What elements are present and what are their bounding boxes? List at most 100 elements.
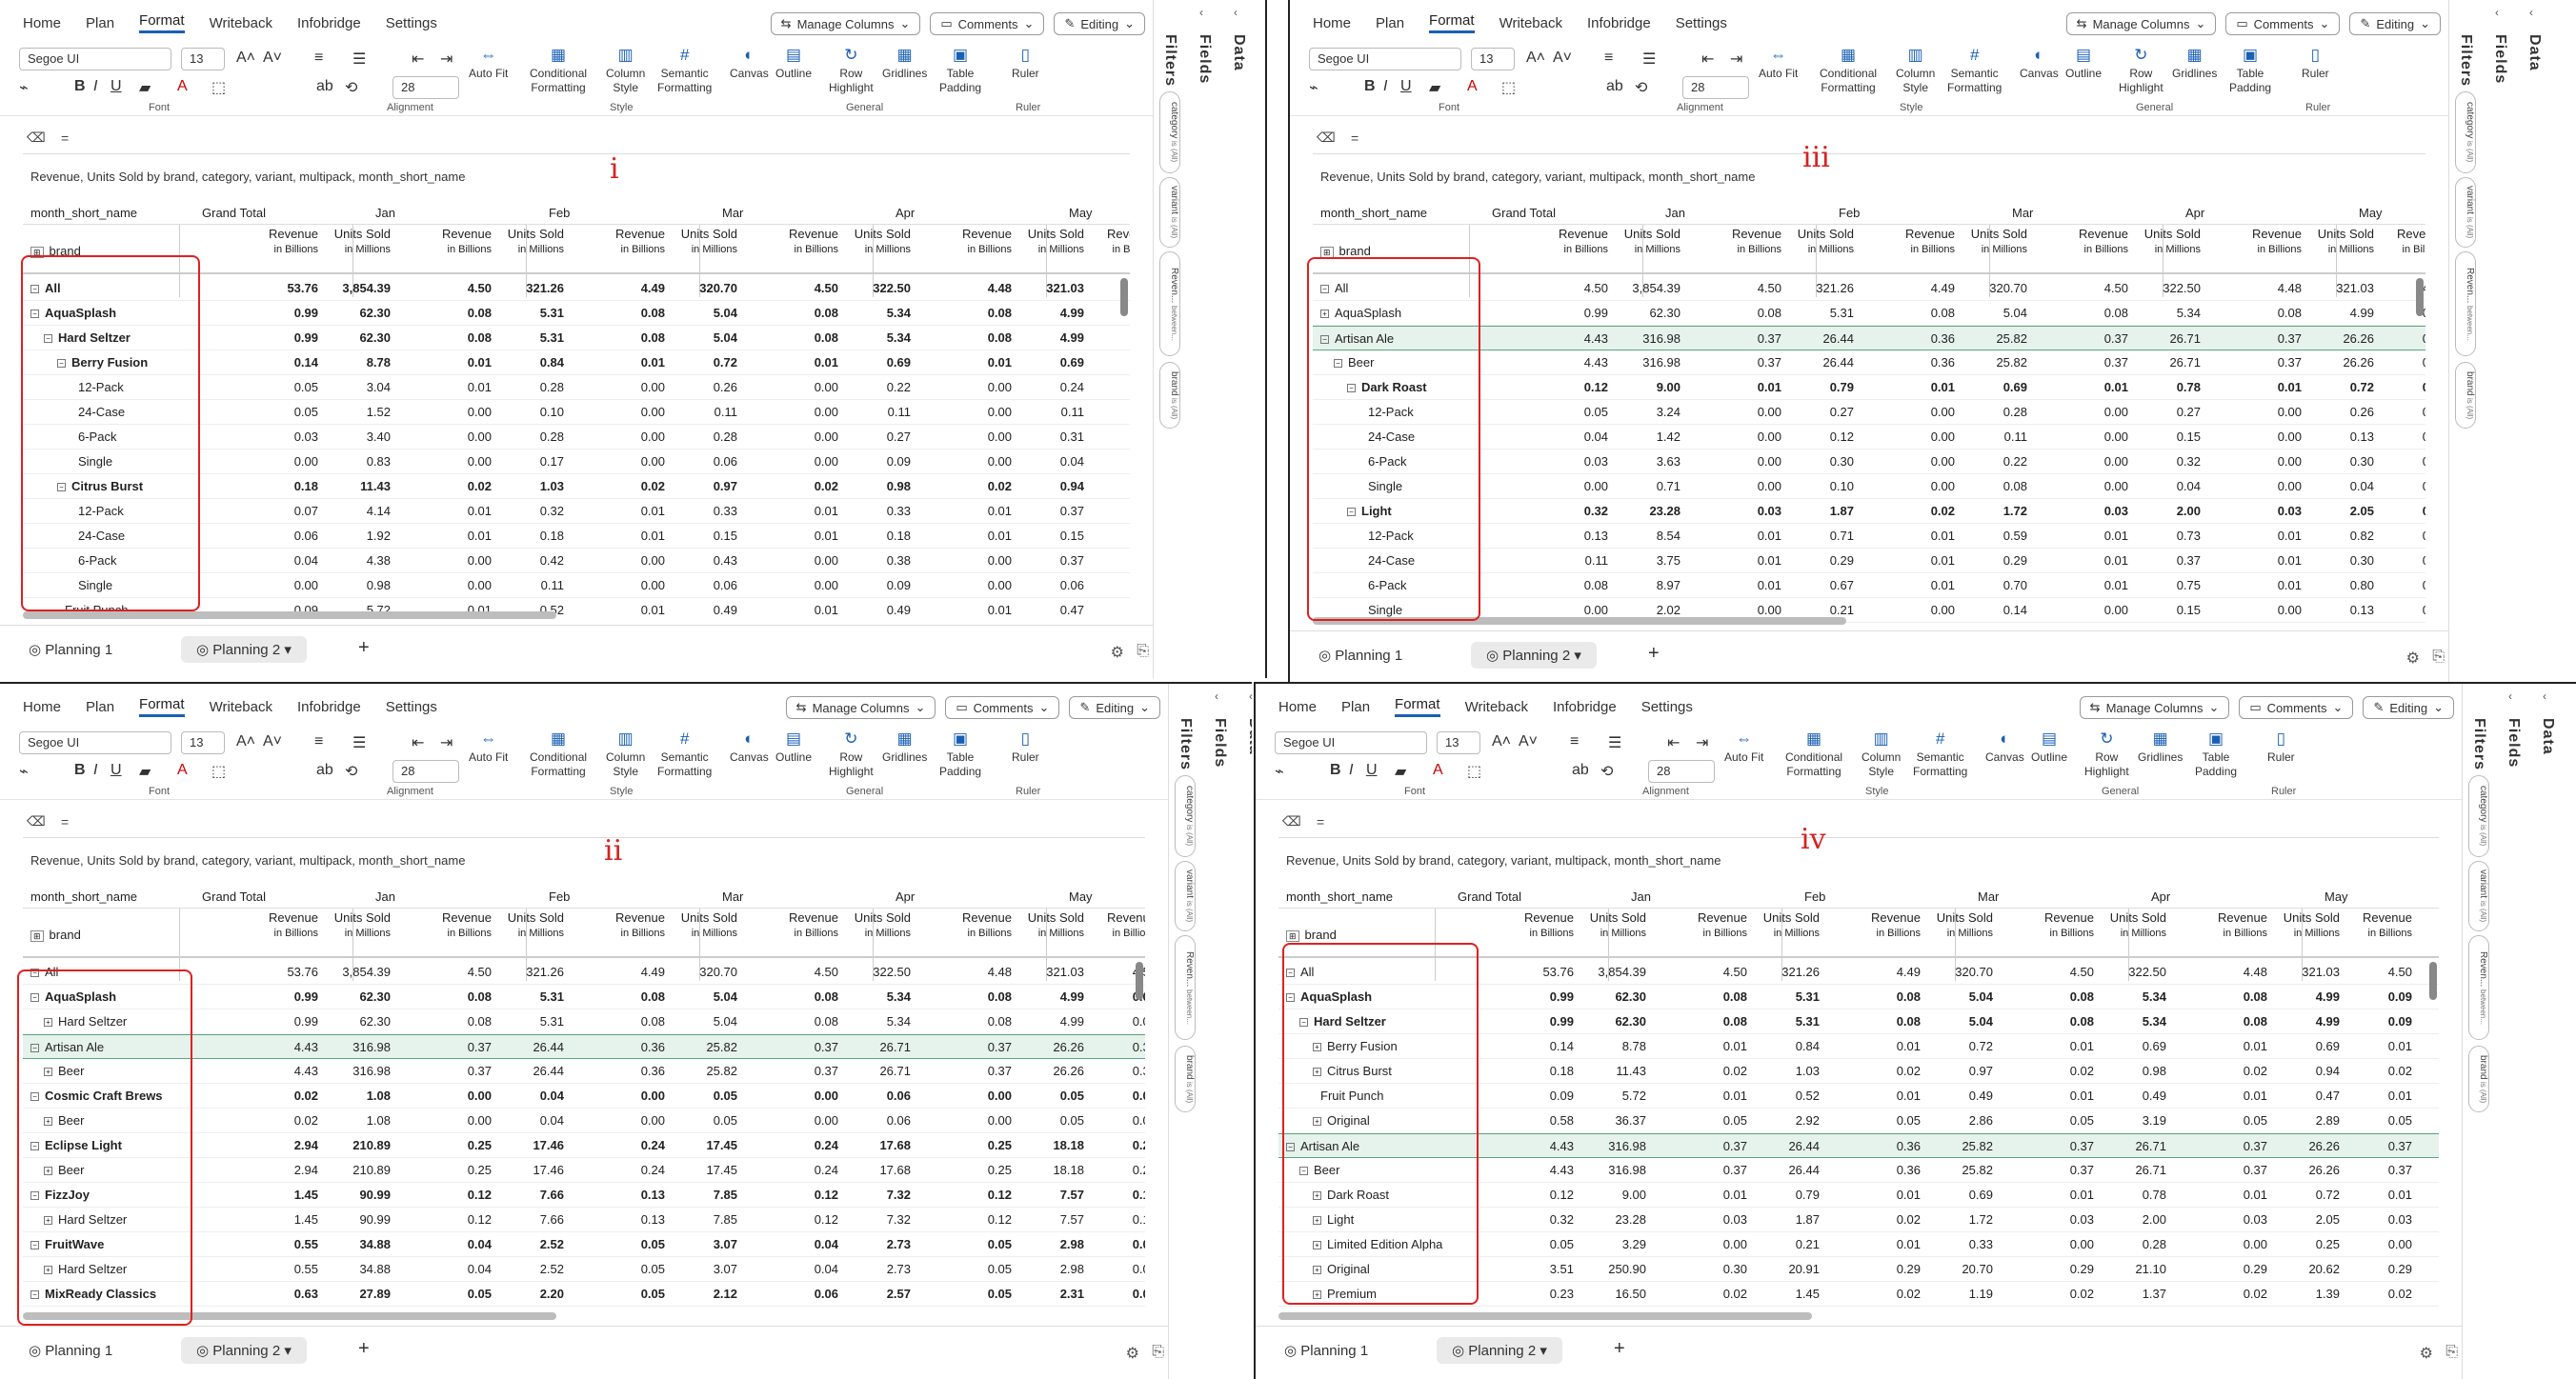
value-cell[interactable]: 0.00	[814, 1089, 838, 1103]
value-cell[interactable]: 0.11	[1060, 405, 1084, 419]
value-cell[interactable]: 0.01	[1896, 1188, 1921, 1202]
value-cell[interactable]: 0.13	[2349, 603, 2374, 617]
value-cell[interactable]: 0.08	[2069, 1014, 2094, 1029]
value-cell[interactable]: 2.92	[1795, 1113, 1820, 1128]
filter-chip-category[interactable]: category is (All)	[2468, 775, 2489, 857]
filters-tab[interactable]: Filters	[2458, 34, 2474, 88]
table-row[interactable]: + Berry Fusion 0.14 8.78 0.01 0.84 0.01 0.72 0.0…	[1278, 1034, 2439, 1059]
collapse-icon[interactable]: ‹	[2508, 690, 2512, 703]
table-row[interactable]: Fruit Punch 0.09 5.72 0.01 0.52 0.01 0.49 0.01 0…	[1278, 1084, 2439, 1109]
value-cell[interactable]: 0.00	[1099, 380, 1130, 394]
value-cell[interactable]: 0.00	[467, 553, 492, 568]
value-cell[interactable]: 0.00	[1757, 603, 1781, 617]
add-tab-button[interactable]: +	[1614, 1338, 1625, 1359]
value-cell[interactable]: 0.04	[814, 1262, 838, 1276]
menu-infobridge[interactable]: Infobridge	[296, 14, 361, 31]
value-cell[interactable]: 3.63	[1656, 454, 1680, 469]
value-cell[interactable]: 4.43	[1549, 1163, 1574, 1177]
value-cell[interactable]: 0.08	[2002, 479, 2027, 493]
value-cell[interactable]: 0.01	[1757, 529, 1781, 543]
value-cell[interactable]: 0.03	[1757, 504, 1781, 518]
value-cell[interactable]: 0.21	[1829, 603, 1854, 617]
value-cell[interactable]: 0.08	[987, 989, 1012, 1004]
value-cell[interactable]: 0.09	[1099, 330, 1130, 345]
col-grand-total[interactable]: Grand Total	[202, 889, 266, 904]
value-cell[interactable]: 1.92	[366, 529, 391, 543]
value-cell[interactable]: 0.00	[1099, 578, 1130, 592]
value-cell[interactable]: 0.10	[1829, 479, 1854, 493]
collapse-icon[interactable]: −	[44, 334, 52, 343]
value-cell[interactable]: 0.25	[467, 1138, 492, 1152]
value-cell[interactable]: 11.43	[360, 479, 391, 493]
value-cell[interactable]: 316.98	[1608, 1139, 1646, 1153]
value-cell[interactable]: 0.00	[814, 430, 838, 444]
vertical-scrollbar[interactable]	[1120, 278, 1128, 316]
value-cell[interactable]: 0.00	[640, 1089, 665, 1103]
filter-chip-category[interactable]: category is (All)	[1175, 775, 1196, 857]
value-cell[interactable]: 2.94	[293, 1163, 318, 1177]
value-cell[interactable]: 0.28	[713, 430, 737, 444]
col-jan[interactable]: Jan	[1631, 889, 1651, 904]
value-cell[interactable]: 0.09	[2387, 1014, 2412, 1029]
value-cell[interactable]: 0.01	[2389, 578, 2425, 592]
col-feb[interactable]: Feb	[1839, 206, 1861, 220]
value-cell[interactable]: 0.11	[887, 405, 911, 419]
paint-format-icon[interactable]: ⌁	[19, 764, 29, 780]
value-cell[interactable]: 0.24	[1132, 1138, 1145, 1152]
value-cell[interactable]: 62.30	[359, 306, 391, 320]
tab-planning-1[interactable]: ◎ Planning 1	[1318, 648, 1403, 664]
value-cell[interactable]: 0.05	[293, 380, 318, 394]
value-cell[interactable]: 0.08	[987, 306, 1012, 320]
value-cell[interactable]: 0.71	[1656, 479, 1680, 493]
col-grand-total[interactable]: Grand Total	[202, 206, 266, 220]
value-cell[interactable]: 0.00	[814, 578, 838, 592]
table-row[interactable]: 6-Pack 0.03 3.40 0.00 0.28 0.00 0.28 0.00 0.27 0.…	[23, 425, 1130, 450]
value-cell[interactable]: 0.01	[640, 355, 665, 370]
col-jan[interactable]: Jan	[375, 889, 395, 904]
value-cell[interactable]: 25.82	[706, 1064, 737, 1078]
menu-plan[interactable]: Plan	[1376, 14, 1405, 31]
value-cell[interactable]: 0.37	[467, 1040, 492, 1054]
value-cell[interactable]: 0.02	[2243, 1287, 2267, 1301]
value-cell[interactable]: 0.01	[1722, 1089, 1747, 1103]
value-cell[interactable]: 0.00	[1132, 1089, 1145, 1103]
value-cell[interactable]: 3.75	[1656, 553, 1680, 568]
value-cell[interactable]: 5.04	[1968, 989, 1993, 1004]
value-cell[interactable]: 0.06	[886, 1089, 911, 1103]
value-cell[interactable]: 0.14	[293, 355, 318, 370]
value-cell[interactable]: 0.05	[640, 1287, 665, 1301]
indent-icon[interactable]: ⇤	[412, 735, 425, 751]
formula-input[interactable]: =	[1317, 814, 1325, 829]
value-cell[interactable]: 0.00	[640, 553, 665, 568]
value-cell[interactable]: 0.01	[2069, 1188, 2094, 1202]
column-style-button[interactable]: ▥ Column Style	[606, 729, 646, 778]
value-cell[interactable]: 25.82	[1962, 1139, 1993, 1153]
value-cell[interactable]: 17.45	[706, 1138, 737, 1152]
border-icon[interactable]: ⬚	[211, 80, 227, 96]
value-cell[interactable]: 3.24	[1656, 405, 1680, 419]
expand-icon[interactable]: +	[44, 1068, 52, 1076]
value-cell[interactable]: 0.00	[640, 380, 665, 394]
table-row[interactable]: Single 0.00 0.98 0.00 0.11 0.00 0.06 0.00 0.09 0.…	[23, 573, 1130, 598]
value-cell[interactable]: 0.37	[2277, 331, 2302, 346]
expand-icon[interactable]: +	[44, 1018, 52, 1027]
value-cell[interactable]: 0.98	[366, 578, 391, 592]
formula-bar[interactable]: ⌫ =	[1278, 809, 2439, 838]
filters-tab[interactable]: Filters	[1162, 34, 1178, 88]
value-cell[interactable]: 3,854.39	[342, 281, 391, 295]
collapse-icon[interactable]: −	[30, 1044, 39, 1052]
value-cell[interactable]: 0.30	[1829, 454, 1854, 469]
menu-format[interactable]: Format	[1395, 696, 1440, 717]
value-cell[interactable]: 3.07	[713, 1237, 737, 1251]
value-cell[interactable]: 0.00	[987, 1089, 1012, 1103]
value-cell[interactable]: 3.19	[2142, 1113, 2166, 1128]
value-cell[interactable]: 0.70	[2002, 578, 2027, 592]
value-cell[interactable]: 26.44	[1822, 331, 1854, 346]
value-cell[interactable]: 0.05	[2387, 1113, 2412, 1128]
outline-button[interactable]: ▤ Outline	[775, 46, 813, 80]
value-cell[interactable]: 0.69	[2002, 380, 2027, 394]
value-cell[interactable]: 0.03	[2103, 504, 2128, 518]
value-cell[interactable]: 26.26	[1053, 1040, 1084, 1054]
value-cell[interactable]: 0.29	[2387, 1262, 2412, 1276]
